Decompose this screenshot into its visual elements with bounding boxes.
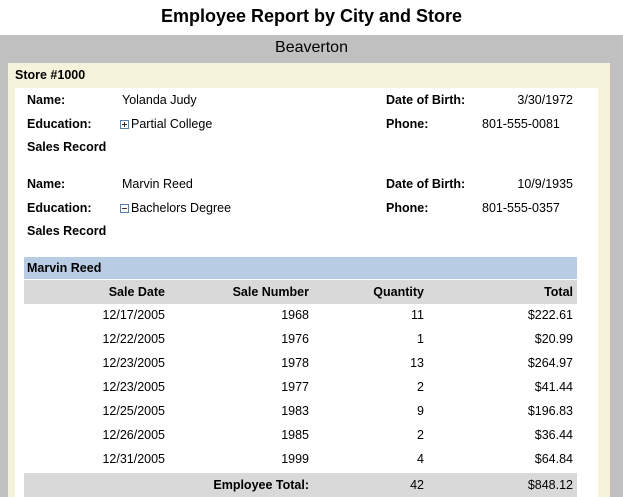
total-label: Employee Total:	[213, 478, 309, 492]
employee-name: Marvin Reed	[122, 177, 193, 191]
sales-title-band	[24, 257, 577, 279]
sales-record-label: Sales Record	[27, 224, 107, 238]
table-cell: 11	[411, 308, 424, 322]
sales-record-label: Sales Record	[27, 140, 107, 154]
table-cell: $222.61	[527, 308, 573, 322]
table-cell: 1976	[281, 332, 309, 346]
table-cell: 1977	[281, 380, 309, 394]
table-cell: 13	[410, 356, 424, 370]
city-name: Beaverton	[275, 39, 348, 56]
table-cell: 12/23/2005	[102, 356, 165, 370]
table-cell: 12/31/2005	[102, 452, 165, 466]
table-cell: 1985	[281, 428, 309, 442]
date-of-birth: 10/9/1935	[517, 177, 573, 191]
table-cell: 12/25/2005	[102, 404, 165, 418]
dob-label: Date of Birth:	[386, 93, 466, 107]
table-cell: 2	[417, 380, 424, 394]
phone-label: Phone:	[386, 201, 429, 215]
table-cell: 1999	[281, 452, 309, 466]
employee-name: Yolanda Judy	[122, 93, 197, 107]
column-header: Total	[544, 285, 573, 299]
table-cell: $264.97	[527, 356, 573, 370]
table-cell: 1	[417, 332, 424, 346]
table-cell: 9	[417, 404, 424, 418]
education: Bachelors Degree	[131, 201, 232, 215]
name-label: Name:	[27, 177, 66, 191]
total-amount: $848.12	[527, 478, 573, 492]
date-of-birth: 3/30/1972	[517, 93, 573, 107]
table-cell: $41.44	[534, 380, 573, 394]
table-cell: $36.44	[534, 428, 573, 442]
table-cell: 12/23/2005	[102, 380, 165, 394]
column-header-band	[24, 280, 577, 304]
expand-toggle[interactable]	[120, 120, 129, 129]
store-name: Store #1000	[15, 68, 86, 82]
education-label: Education:	[27, 117, 92, 131]
column-header: Sale Date	[108, 285, 165, 299]
phone: 801-555-0081	[482, 117, 560, 131]
phone: 801-555-0357	[482, 201, 560, 215]
column-header: Quantity	[373, 285, 424, 299]
expand-toggle[interactable]	[120, 204, 129, 213]
total-band	[24, 473, 577, 497]
table-cell: 1978	[281, 356, 309, 370]
name-label: Name:	[27, 93, 66, 107]
table-cell: 4	[417, 452, 424, 466]
total-quantity: 42	[410, 478, 424, 492]
phone-label: Phone:	[386, 117, 429, 131]
dob-label: Date of Birth:	[386, 177, 466, 191]
table-cell: 12/26/2005	[102, 428, 165, 442]
table-cell: 12/17/2005	[102, 308, 165, 322]
table-cell: $196.83	[527, 404, 573, 418]
report-title: Employee Report by City and Store	[160, 6, 463, 26]
table-cell: 1983	[281, 404, 309, 418]
table-cell: 2	[417, 428, 424, 442]
table-cell: $64.84	[534, 452, 573, 466]
sales-title: Marvin Reed	[27, 261, 102, 275]
table-cell: 1968	[281, 308, 309, 322]
table-cell: 12/22/2005	[102, 332, 165, 346]
table-cell: $20.99	[534, 332, 573, 346]
education-label: Education:	[27, 201, 92, 215]
education: Partial College	[131, 117, 213, 131]
column-header: Sale Number	[232, 285, 309, 299]
